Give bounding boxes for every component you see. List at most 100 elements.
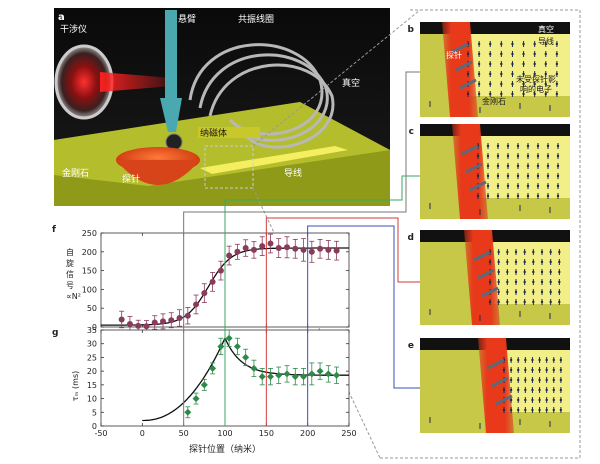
data-point [291,373,299,381]
spin-dot [556,194,560,198]
spin-dot [500,42,503,46]
spin-dot [531,378,534,382]
spin-dot [509,378,513,382]
spin-dot [533,42,536,46]
side-panel-c: c [409,124,570,219]
spin-dot [532,300,535,304]
spin-dot [511,42,514,46]
spin-dot [524,368,527,372]
spin-dot [552,408,555,412]
data-point [201,290,208,297]
data-point [217,342,225,350]
spin-dot [497,250,500,254]
label-diamond: 金刚石 [62,167,89,179]
data-point [225,334,233,342]
spin-dot [506,154,510,158]
spin-dot [516,164,520,168]
data-point [184,312,191,319]
spin-dot [489,92,492,96]
spin-dot [531,408,534,412]
spin-dot [516,154,520,158]
spin-dot [536,174,540,178]
spin-dot [531,358,534,362]
data-point [275,371,283,379]
label-probe: 探针 [122,173,140,185]
spin-dot [526,174,530,178]
spin-dot [559,368,563,372]
data-point [259,243,266,250]
data-point [184,408,192,416]
spin-dot [552,368,555,372]
spin-dot [506,250,509,254]
label-magnet-bg [198,127,260,138]
spin-dot [496,194,500,198]
data-point [324,370,332,378]
data-point [126,320,133,327]
spin-dot [549,260,552,264]
chart-g-letter: g [52,328,58,338]
spin-dot [477,42,481,46]
x-axis-label: 探针位置（纳米） [189,443,261,455]
spin-dot [546,164,550,168]
label-cantilever: 悬臂 [178,13,196,25]
spin-dot [533,52,536,56]
spin-dot [506,290,509,294]
x-tick-label: 0 [140,429,145,438]
data-point [135,322,142,329]
spin-dot [544,42,547,46]
spin-dot [544,92,547,96]
tilted-spin [495,394,513,406]
y-tick-label: 25 [87,353,97,362]
spin-dot [486,174,490,178]
spin-dot [522,92,525,96]
spin-dot [489,52,492,56]
spin-dot [477,72,481,76]
tilted-spin [481,286,499,298]
spin-dot [532,280,535,284]
spin-dot [540,270,544,274]
y-tick-label: 35 [87,326,97,335]
link-line-b [183,71,420,426]
tilted-spin [461,144,479,156]
data-point [284,244,290,251]
spin-dot [540,250,544,254]
spin-dot [488,280,492,284]
spin-dot [559,398,563,402]
y-tick-label: 0 [92,422,97,431]
spin-dot [476,174,480,178]
spin-dot [517,398,520,402]
side-label-probe: 探针 [446,50,462,60]
chart-g-ylabel: τₘ (ms) [71,371,80,402]
spin-dot [533,72,536,76]
spin-dot [558,300,561,304]
spin-dot [511,92,514,96]
spin-dot [532,290,535,294]
spin-dot [514,270,518,274]
tilted-spin [477,268,495,280]
label-vacuum: 真空 [342,77,360,89]
data-point [200,381,208,389]
y-tick-label: 100 [82,285,97,294]
spin-dot [545,408,548,412]
zoom-connectors [252,9,581,459]
spin-dot [533,92,536,96]
spin-dot [526,154,530,158]
spin-dot [496,144,500,148]
data-point [275,245,282,252]
spin-dot [511,82,514,86]
spin-dot [506,174,510,178]
spin-dot [506,194,510,198]
side-label-note-2: 响的电子 [520,84,552,94]
spin-dot [556,184,560,188]
spin-dot [544,52,547,56]
spin-dot [500,62,503,66]
spin-dot [536,144,540,148]
spin-dot [546,174,550,178]
spin-dot [533,62,536,66]
tilted-spin [469,180,487,192]
data-point [233,342,241,350]
spin-dot [516,184,520,188]
spin-dot [496,174,500,178]
chart-f-ylabel: 自旋信号∝N² [66,247,81,301]
tilted-spin [487,358,505,370]
